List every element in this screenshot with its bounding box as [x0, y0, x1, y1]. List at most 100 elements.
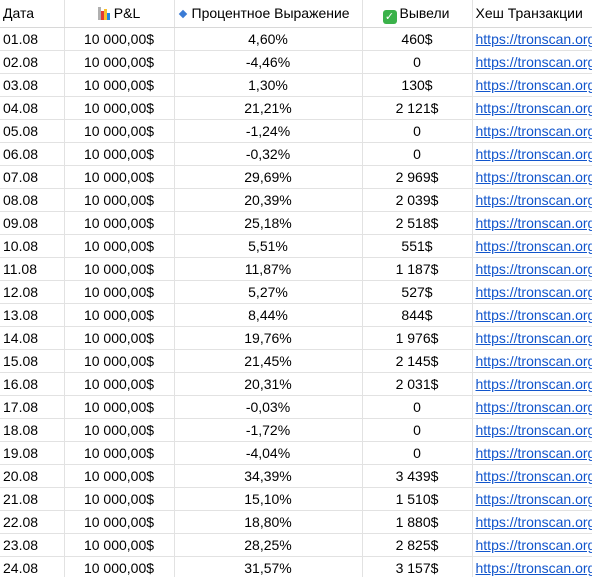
hash-cell[interactable]: https://tronscan.org [472, 280, 592, 304]
hash-cell[interactable]: https://tronscan.org [472, 257, 592, 281]
hash-cell[interactable]: https://tronscan.org [472, 303, 592, 327]
hash-cell[interactable]: https://tronscan.org [472, 464, 592, 488]
withdrawn-cell[interactable]: 2 969$ [362, 165, 473, 189]
date-cell[interactable]: 03.08 [0, 73, 65, 97]
hash-link[interactable]: https://tronscan.org [475, 468, 592, 484]
withdrawn-cell[interactable]: 0 [362, 441, 473, 465]
hash-link[interactable]: https://tronscan.org [475, 261, 592, 277]
date-cell[interactable]: 18.08 [0, 418, 65, 442]
percent-cell[interactable]: 29,69% [174, 165, 363, 189]
hash-link[interactable]: https://tronscan.org [475, 169, 592, 185]
hash-cell[interactable]: https://tronscan.org [472, 372, 592, 396]
pnl-cell[interactable]: 10 000,00$ [64, 418, 175, 442]
hash-link[interactable]: https://tronscan.org [475, 353, 592, 369]
header-hash[interactable]: Хеш Транзакции [472, 0, 592, 28]
withdrawn-cell[interactable]: 551$ [362, 234, 473, 258]
percent-cell[interactable]: 28,25% [174, 533, 363, 557]
hash-link[interactable]: https://tronscan.org [475, 192, 592, 208]
pnl-cell[interactable]: 10 000,00$ [64, 165, 175, 189]
hash-link[interactable]: https://tronscan.org [475, 100, 592, 116]
pnl-cell[interactable]: 10 000,00$ [64, 510, 175, 534]
date-cell[interactable]: 17.08 [0, 395, 65, 419]
pnl-cell[interactable]: 10 000,00$ [64, 533, 175, 557]
withdrawn-cell[interactable]: 1 187$ [362, 257, 473, 281]
hash-link[interactable]: https://tronscan.org [475, 77, 592, 93]
pnl-cell[interactable]: 10 000,00$ [64, 50, 175, 74]
date-cell[interactable]: 13.08 [0, 303, 65, 327]
hash-link[interactable]: https://tronscan.org [475, 422, 592, 438]
hash-link[interactable]: https://tronscan.org [475, 146, 592, 162]
withdrawn-cell[interactable]: 1 880$ [362, 510, 473, 534]
hash-link[interactable]: https://tronscan.org [475, 54, 592, 70]
withdrawn-cell[interactable]: 2 039$ [362, 188, 473, 212]
withdrawn-cell[interactable]: 3 157$ [362, 556, 473, 577]
header-date[interactable]: Дата [0, 0, 65, 28]
withdrawn-cell[interactable]: 0 [362, 119, 473, 143]
pnl-cell[interactable]: 10 000,00$ [64, 73, 175, 97]
date-cell[interactable]: 14.08 [0, 326, 65, 350]
percent-cell[interactable]: 19,76% [174, 326, 363, 350]
pnl-cell[interactable]: 10 000,00$ [64, 556, 175, 577]
withdrawn-cell[interactable]: 844$ [362, 303, 473, 327]
hash-cell[interactable]: https://tronscan.org [472, 211, 592, 235]
percent-cell[interactable]: 25,18% [174, 211, 363, 235]
withdrawn-cell[interactable]: 0 [362, 50, 473, 74]
hash-cell[interactable]: https://tronscan.org [472, 487, 592, 511]
hash-link[interactable]: https://tronscan.org [475, 31, 592, 47]
hash-cell[interactable]: https://tronscan.org [472, 142, 592, 166]
date-cell[interactable]: 06.08 [0, 142, 65, 166]
withdrawn-cell[interactable]: 1 510$ [362, 487, 473, 511]
date-cell[interactable]: 16.08 [0, 372, 65, 396]
pnl-cell[interactable]: 10 000,00$ [64, 142, 175, 166]
pnl-cell[interactable]: 10 000,00$ [64, 395, 175, 419]
date-cell[interactable]: 08.08 [0, 188, 65, 212]
pnl-cell[interactable]: 10 000,00$ [64, 441, 175, 465]
percent-cell[interactable]: 20,39% [174, 188, 363, 212]
withdrawn-cell[interactable]: 2 518$ [362, 211, 473, 235]
pnl-cell[interactable]: 10 000,00$ [64, 96, 175, 120]
percent-cell[interactable]: 18,80% [174, 510, 363, 534]
hash-link[interactable]: https://tronscan.org [475, 284, 592, 300]
percent-cell[interactable]: 21,45% [174, 349, 363, 373]
percent-cell[interactable]: 34,39% [174, 464, 363, 488]
hash-link[interactable]: https://tronscan.org [475, 445, 592, 461]
withdrawn-cell[interactable]: 2 031$ [362, 372, 473, 396]
hash-link[interactable]: https://tronscan.org [475, 376, 592, 392]
percent-cell[interactable]: -4,04% [174, 441, 363, 465]
hash-cell[interactable]: https://tronscan.org [472, 326, 592, 350]
date-cell[interactable]: 15.08 [0, 349, 65, 373]
pnl-cell[interactable]: 10 000,00$ [64, 326, 175, 350]
hash-cell[interactable]: https://tronscan.org [472, 50, 592, 74]
date-cell[interactable]: 21.08 [0, 487, 65, 511]
withdrawn-cell[interactable]: 460$ [362, 27, 473, 51]
date-cell[interactable]: 24.08 [0, 556, 65, 577]
withdrawn-cell[interactable]: 0 [362, 142, 473, 166]
date-cell[interactable]: 20.08 [0, 464, 65, 488]
pnl-cell[interactable]: 10 000,00$ [64, 487, 175, 511]
hash-cell[interactable]: https://tronscan.org [472, 234, 592, 258]
date-cell[interactable]: 22.08 [0, 510, 65, 534]
hash-link[interactable]: https://tronscan.org [475, 307, 592, 323]
date-cell[interactable]: 07.08 [0, 165, 65, 189]
hash-cell[interactable]: https://tronscan.org [472, 441, 592, 465]
date-cell[interactable]: 23.08 [0, 533, 65, 557]
pnl-cell[interactable]: 10 000,00$ [64, 372, 175, 396]
percent-cell[interactable]: -4,46% [174, 50, 363, 74]
header-pnl[interactable]: P&L [64, 0, 175, 28]
withdrawn-cell[interactable]: 2 825$ [362, 533, 473, 557]
hash-cell[interactable]: https://tronscan.org [472, 349, 592, 373]
hash-cell[interactable]: https://tronscan.org [472, 556, 592, 577]
pnl-cell[interactable]: 10 000,00$ [64, 119, 175, 143]
percent-cell[interactable]: 8,44% [174, 303, 363, 327]
date-cell[interactable]: 04.08 [0, 96, 65, 120]
withdrawn-cell[interactable]: 1 976$ [362, 326, 473, 350]
date-cell[interactable]: 05.08 [0, 119, 65, 143]
date-cell[interactable]: 01.08 [0, 27, 65, 51]
percent-cell[interactable]: -1,24% [174, 119, 363, 143]
hash-link[interactable]: https://tronscan.org [475, 330, 592, 346]
withdrawn-cell[interactable]: 0 [362, 395, 473, 419]
percent-cell[interactable]: -1,72% [174, 418, 363, 442]
hash-link[interactable]: https://tronscan.org [475, 123, 592, 139]
hash-cell[interactable]: https://tronscan.org [472, 73, 592, 97]
percent-cell[interactable]: 31,57% [174, 556, 363, 577]
